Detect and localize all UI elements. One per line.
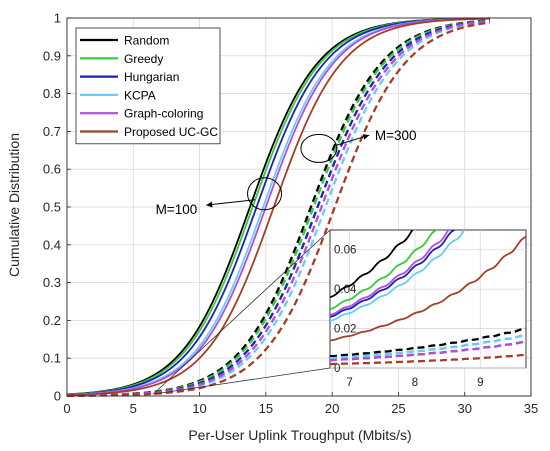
y-tick-label: 0.3 [43, 275, 61, 290]
inset-x-tick-label: 9 [477, 377, 483, 389]
m100-label: M=100 [156, 202, 198, 217]
legend-label: Random [124, 34, 169, 48]
inset-connector-bottom [153, 367, 331, 395]
m100-arrow [206, 199, 256, 208]
y-tick-label: 0.6 [43, 162, 61, 177]
inset-connector-top [152, 229, 331, 395]
cdf-curve-proposed-uc-gc-m-300 [66, 21, 491, 398]
x-tick-label: 15 [259, 401, 273, 416]
y-axis-label: Cumulative Distribution [6, 133, 22, 277]
legend-label: Hungarian [124, 70, 179, 84]
y-tick-label: 1 [54, 11, 61, 26]
legend-label: Greedy [124, 52, 163, 66]
inset-y-tick-label: 0 [334, 363, 340, 375]
legend: Random Greedy Hungarian KCPA Graph-coloring P… [75, 27, 221, 145]
inset-curve-graph-coloring-m-100 [330, 230, 450, 316]
y-tick-label: 0.2 [43, 313, 61, 328]
inset-curve-greedy-m-100 [330, 230, 439, 310]
inset-x-tick-label: 7 [346, 377, 352, 389]
inset-curve-hungarian-m-100 [330, 230, 457, 318]
y-tick-label: 0 [54, 389, 61, 404]
x-tick-label: 20 [325, 401, 339, 416]
inset-curve-kcpa-m-100 [330, 230, 466, 322]
inset-plot: 7 8 9 0 0.02 0.04 0.06 [152, 229, 527, 395]
m300-ellipse [300, 133, 338, 163]
x-tick-label: 25 [391, 401, 405, 416]
legend-box [75, 27, 221, 145]
cdf-curve-proposed-uc-gc-m-100 [66, 17, 490, 397]
y-tick-label: 0.8 [43, 86, 61, 101]
m300-label: M=300 [375, 128, 417, 143]
y-tick-label: 0.5 [43, 200, 61, 215]
inset-curve-proposed-uc-gc-m-100 [330, 235, 526, 342]
x-axis-label: Per-User Uplink Troughput (Mbits/s) [188, 427, 411, 443]
inset-curves [330, 230, 526, 366]
y-tick-label: 0.9 [43, 48, 61, 63]
x-tick-label: 10 [192, 401, 206, 416]
y-tick-label: 0.7 [43, 124, 61, 139]
inset-x-tick-label: 8 [412, 377, 418, 389]
cdf-curve-graph-coloring-m-100 [66, 17, 490, 397]
plot-frame [66, 17, 532, 397]
axes: 0 5 10 15 20 25 30 3500.10.20.30.40.50.60.70.80… [43, 11, 538, 417]
x-tick-label: 0 [63, 401, 70, 416]
inset-y-tick-label: 0.02 [334, 324, 356, 336]
inset-y-tick-label: 0.04 [334, 284, 357, 296]
legend-label: Proposed UC-GC [124, 125, 218, 139]
legend-label: KCPA [124, 88, 156, 102]
y-tick-label: 0.4 [43, 237, 61, 252]
inset-y-tick-label: 0.06 [334, 245, 356, 257]
m100-ellipse [247, 177, 283, 211]
m300-arrow [335, 134, 370, 146]
annotations: M=100 M=300 [156, 128, 417, 217]
y-tick-label: 0.1 [43, 351, 61, 366]
x-tick-label: 35 [524, 401, 538, 416]
x-tick-label: 30 [457, 401, 471, 416]
x-tick-label: 5 [130, 401, 137, 416]
inset-curve-random-m-100 [330, 230, 414, 299]
curves [66, 17, 491, 398]
legend-label: Graph-coloring [124, 107, 203, 121]
